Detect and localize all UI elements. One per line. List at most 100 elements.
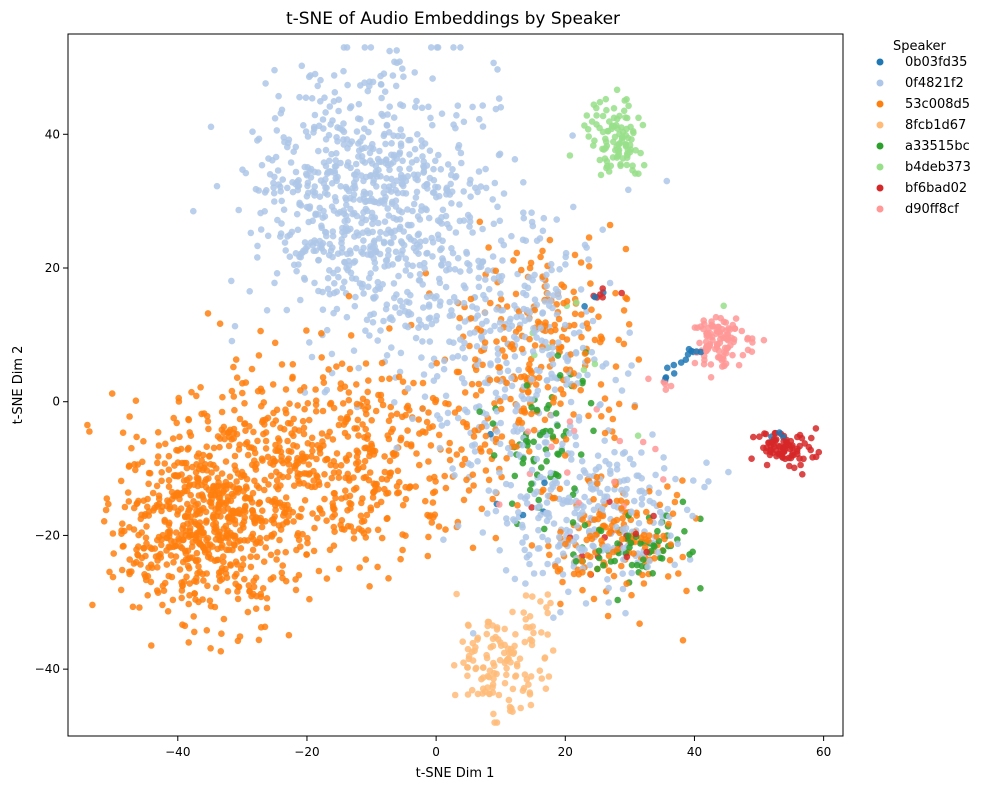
data-point-0f4821f2 [686, 556, 694, 563]
data-point-0f4821f2 [508, 382, 516, 390]
x-tick-label: −20 [294, 745, 319, 759]
data-point-0f4821f2 [375, 219, 382, 227]
data-point-0f4821f2 [476, 115, 483, 123]
data-point-0f4821f2 [539, 533, 546, 541]
data-point-53c008d5 [560, 390, 567, 398]
data-point-0f4821f2 [515, 451, 523, 459]
data-point-0f4821f2 [405, 299, 413, 306]
data-point-53c008d5 [251, 457, 258, 465]
data-point-0f4821f2 [331, 194, 339, 201]
data-point-53c008d5 [309, 447, 316, 455]
data-point-53c008d5 [185, 444, 192, 452]
data-point-0f4821f2 [262, 80, 269, 87]
data-point-0f4821f2 [725, 468, 732, 476]
data-point-53c008d5 [446, 439, 454, 447]
data-point-0f4821f2 [479, 123, 487, 130]
data-point-b4deb373 [628, 136, 635, 143]
data-point-bf6bad02 [528, 504, 535, 511]
data-point-53c008d5 [282, 409, 290, 417]
data-point-0f4821f2 [508, 374, 515, 382]
data-point-0f4821f2 [324, 168, 332, 176]
data-point-0f4821f2 [343, 196, 350, 203]
data-point-53c008d5 [217, 483, 225, 491]
data-point-bf6bad02 [750, 433, 757, 441]
data-point-53c008d5 [220, 553, 227, 560]
data-point-53c008d5 [211, 557, 219, 564]
data-point-53c008d5 [262, 437, 270, 445]
data-point-53c008d5 [645, 537, 652, 544]
data-point-8fcb1d67 [529, 623, 536, 630]
data-point-0f4821f2 [628, 569, 635, 577]
data-point-0f4821f2 [326, 267, 333, 274]
data-point-0f4821f2 [418, 137, 425, 144]
data-point-53c008d5 [461, 389, 469, 396]
data-point-53c008d5 [486, 448, 494, 455]
data-point-0f4821f2 [439, 255, 446, 262]
data-point-8fcb1d67 [542, 685, 550, 692]
data-point-53c008d5 [478, 423, 486, 431]
data-point-0f4821f2 [437, 246, 444, 254]
data-point-b4deb373 [573, 299, 580, 306]
data-point-0f4821f2 [519, 524, 526, 531]
data-point-53c008d5 [478, 505, 486, 513]
data-point-0f4821f2 [556, 266, 563, 273]
data-point-53c008d5 [429, 489, 437, 497]
data-point-0f4821f2 [550, 292, 557, 299]
data-point-0f4821f2 [544, 560, 551, 568]
data-point-0f4821f2 [549, 360, 557, 368]
data-point-53c008d5 [416, 461, 423, 469]
data-point-53c008d5 [143, 523, 150, 530]
data-point-0f4821f2 [504, 367, 512, 375]
data-point-0f4821f2 [376, 147, 383, 155]
data-point-53c008d5 [170, 414, 177, 422]
data-point-53c008d5 [293, 546, 300, 554]
data-point-0f4821f2 [523, 500, 531, 507]
data-point-0f4821f2 [394, 132, 402, 140]
data-point-bf6bad02 [797, 461, 804, 469]
data-point-0f4821f2 [565, 588, 572, 596]
data-point-53c008d5 [326, 546, 334, 554]
data-point-53c008d5 [596, 511, 603, 518]
data-point-0f4821f2 [580, 503, 587, 511]
data-point-8fcb1d67 [484, 684, 491, 691]
data-point-8fcb1d67 [530, 629, 537, 637]
data-point-53c008d5 [86, 428, 93, 435]
data-point-a33515bc [476, 408, 484, 416]
data-point-0f4821f2 [294, 226, 302, 234]
data-point-0f4821f2 [311, 189, 319, 196]
data-point-0f4821f2 [438, 220, 446, 227]
data-point-53c008d5 [350, 528, 358, 535]
data-point-0f4821f2 [388, 239, 395, 247]
plot-frame [67, 33, 844, 737]
data-point-8fcb1d67 [521, 638, 529, 646]
data-point-53c008d5 [206, 597, 214, 604]
data-point-53c008d5 [100, 518, 108, 525]
data-point-53c008d5 [527, 259, 535, 267]
data-point-0f4821f2 [576, 473, 584, 481]
data-point-0f4821f2 [296, 93, 303, 101]
data-point-53c008d5 [319, 374, 327, 381]
data-point-d90ff8cf [717, 331, 725, 339]
data-point-53c008d5 [386, 457, 394, 465]
data-point-53c008d5 [492, 534, 500, 542]
data-point-0f4821f2 [628, 362, 635, 369]
data-point-53c008d5 [117, 586, 125, 594]
data-point-53c008d5 [547, 328, 555, 335]
data-point-53c008d5 [413, 450, 420, 457]
data-point-8fcb1d67 [529, 593, 536, 600]
data-point-0f4821f2 [399, 189, 407, 197]
data-point-0f4821f2 [505, 325, 513, 333]
data-point-53c008d5 [362, 360, 370, 367]
data-point-0f4821f2 [398, 208, 406, 216]
data-point-53c008d5 [402, 483, 409, 491]
data-point-0f4821f2 [622, 609, 629, 617]
data-point-53c008d5 [323, 517, 330, 524]
data-point-0f4821f2 [555, 293, 562, 301]
data-point-53c008d5 [406, 406, 413, 414]
data-point-53c008d5 [378, 534, 386, 542]
data-point-53c008d5 [252, 574, 260, 581]
data-point-53c008d5 [126, 524, 133, 531]
data-point-53c008d5 [558, 281, 565, 289]
data-point-53c008d5 [154, 459, 161, 467]
data-point-0f4821f2 [407, 291, 414, 299]
